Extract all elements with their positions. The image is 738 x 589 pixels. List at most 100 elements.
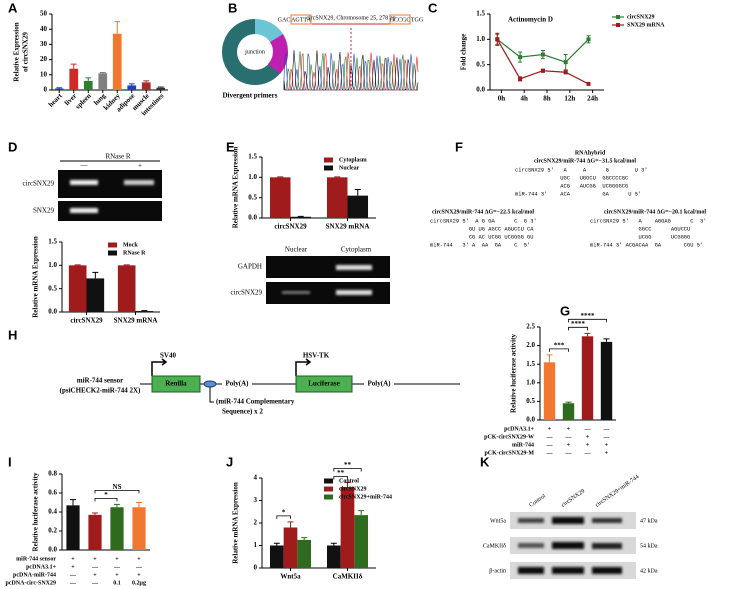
condition-cell: — <box>69 580 77 586</box>
site-pointer <box>209 387 214 403</box>
exon-ring <box>222 19 288 85</box>
panel-label: D <box>8 139 17 154</box>
circ-schematic: junction Divergent primers GAC AGTTA cir… <box>222 14 424 100</box>
significance-label: ** <box>337 469 345 477</box>
promoter-label: SV40 <box>160 352 176 360</box>
error-bar <box>143 80 150 83</box>
y-tick-label: 3 <box>254 496 258 504</box>
row-label: circSNX29 <box>23 180 55 188</box>
panel-label: J <box>226 454 233 469</box>
y-axis-label: Relative mRNA Expression <box>32 236 40 318</box>
y-tick-label: 0.0 <box>48 546 57 554</box>
significance-label: **** <box>571 320 586 328</box>
construct: miR-744 sensor (psiCHECK2-miR-744 2X) SV… <box>60 352 460 416</box>
gene-box <box>151 375 201 393</box>
label-bg <box>364 377 394 389</box>
chart-title: Actinomycin D <box>508 16 553 24</box>
hybrid-line: CG AC UCGG UCGGGG GU <box>430 234 534 240</box>
bar <box>283 527 298 568</box>
band <box>336 290 372 295</box>
bar <box>68 265 87 312</box>
label-bg <box>222 377 252 389</box>
error-bar <box>358 510 365 516</box>
legend-swatch <box>616 15 620 19</box>
hybrid-line: circSNX29 5' A A G U 3' <box>515 167 648 173</box>
condition-cell: + <box>137 572 141 578</box>
condition-cell: + <box>115 572 119 578</box>
site-label: Sequence) x 2 <box>222 408 263 416</box>
row-label: GAPDH <box>238 263 262 271</box>
lane-label: Control <box>528 493 547 509</box>
significance-bracket <box>549 348 569 352</box>
y-axis-label: Relative Expression <box>13 22 21 81</box>
legend-swatch <box>324 494 333 500</box>
y-tick-label: 2.0 <box>526 341 535 349</box>
bar <box>132 507 146 550</box>
promoter-arrow <box>151 358 168 376</box>
x-tick-label: Wnt5a <box>280 573 301 581</box>
hybrid-line: GGCC AGUCCU <box>590 226 690 232</box>
condition-cell: — <box>584 450 592 456</box>
sequence-title: circSNX29, Chromosome 25, 278 bp <box>306 15 395 21</box>
condition-cell: + <box>71 564 75 570</box>
condition-cell: — <box>603 426 611 432</box>
condition-cell: + <box>137 556 141 562</box>
y-tick-label: 1.0 <box>248 173 257 181</box>
rnase-gel: RNase R — + circSNX29 SNX29 <box>23 153 162 221</box>
condition-cell: + <box>115 556 119 562</box>
polya-label: Poly(A) <box>226 380 250 388</box>
x-tick-label: circSNX29 <box>274 223 307 231</box>
band <box>592 567 622 574</box>
marker <box>495 37 500 42</box>
significance-label: **** <box>581 312 596 320</box>
legend-swatch <box>324 165 333 171</box>
condition-cell: — <box>584 426 592 432</box>
significance-label: NS <box>113 483 122 491</box>
line <box>496 39 589 85</box>
bar <box>86 278 105 312</box>
lane-label: Cytoplasm <box>341 246 372 254</box>
y-tick-label: 2 <box>254 519 258 527</box>
hybrid-header: circSNX29/miR-744 ΔG=−20.1 kcal/mol <box>604 209 706 215</box>
condition-cell: + <box>586 434 590 440</box>
condition-label: pcDNA-miR-744 <box>13 572 56 578</box>
hybrid-line: UCGG UCGGGG <box>590 234 690 240</box>
marker <box>518 55 523 60</box>
band <box>336 265 372 270</box>
bar <box>127 85 137 90</box>
condition-cell: — <box>113 564 121 570</box>
lane-label: Nuclear <box>285 246 308 254</box>
legend-label: SNX29 mRNA <box>627 22 665 28</box>
band <box>552 567 584 574</box>
condition-cell: — <box>565 450 573 456</box>
condition-cell: + <box>71 556 75 562</box>
lane-label: — <box>80 162 89 170</box>
y-tick-label: 0.5 <box>48 284 57 292</box>
error-bar <box>114 503 120 508</box>
bar <box>156 87 166 90</box>
marker <box>563 60 568 65</box>
error-bar <box>92 512 98 515</box>
western-blot: Control circSNX29 circSNX29+miR-744 Wnt5… <box>483 474 658 579</box>
size-label: 54 kDa <box>640 543 658 549</box>
panel-label: B <box>228 0 237 15</box>
condition-cell: + <box>605 442 609 448</box>
gene-box <box>295 375 353 393</box>
bar <box>117 265 136 312</box>
fraction-gel: Nuclear Cytoplasm GAPDH circSNX29 <box>231 246 390 304</box>
x-tick-label: 0h <box>498 95 506 103</box>
bar <box>581 336 594 420</box>
legend-label: Cytoplasm <box>339 157 367 163</box>
gel-header: RNase R <box>105 153 130 161</box>
size-label: 42 kDa <box>640 568 658 574</box>
y-tick-label: 1.5 <box>248 153 257 161</box>
condition-cell: — <box>546 434 554 440</box>
y-tick-label: 0.6 <box>48 489 57 497</box>
legend-label: circSNX29+miR-744 <box>339 494 392 500</box>
x-tick-label: 4h <box>520 95 528 103</box>
x-tick-label: spleen <box>74 92 93 111</box>
row-label: SNX29 <box>33 207 55 215</box>
hybrid-line: miR-744 3' ACGACAA GA CGU 5' <box>590 242 703 248</box>
condition-cell: — <box>91 564 99 570</box>
